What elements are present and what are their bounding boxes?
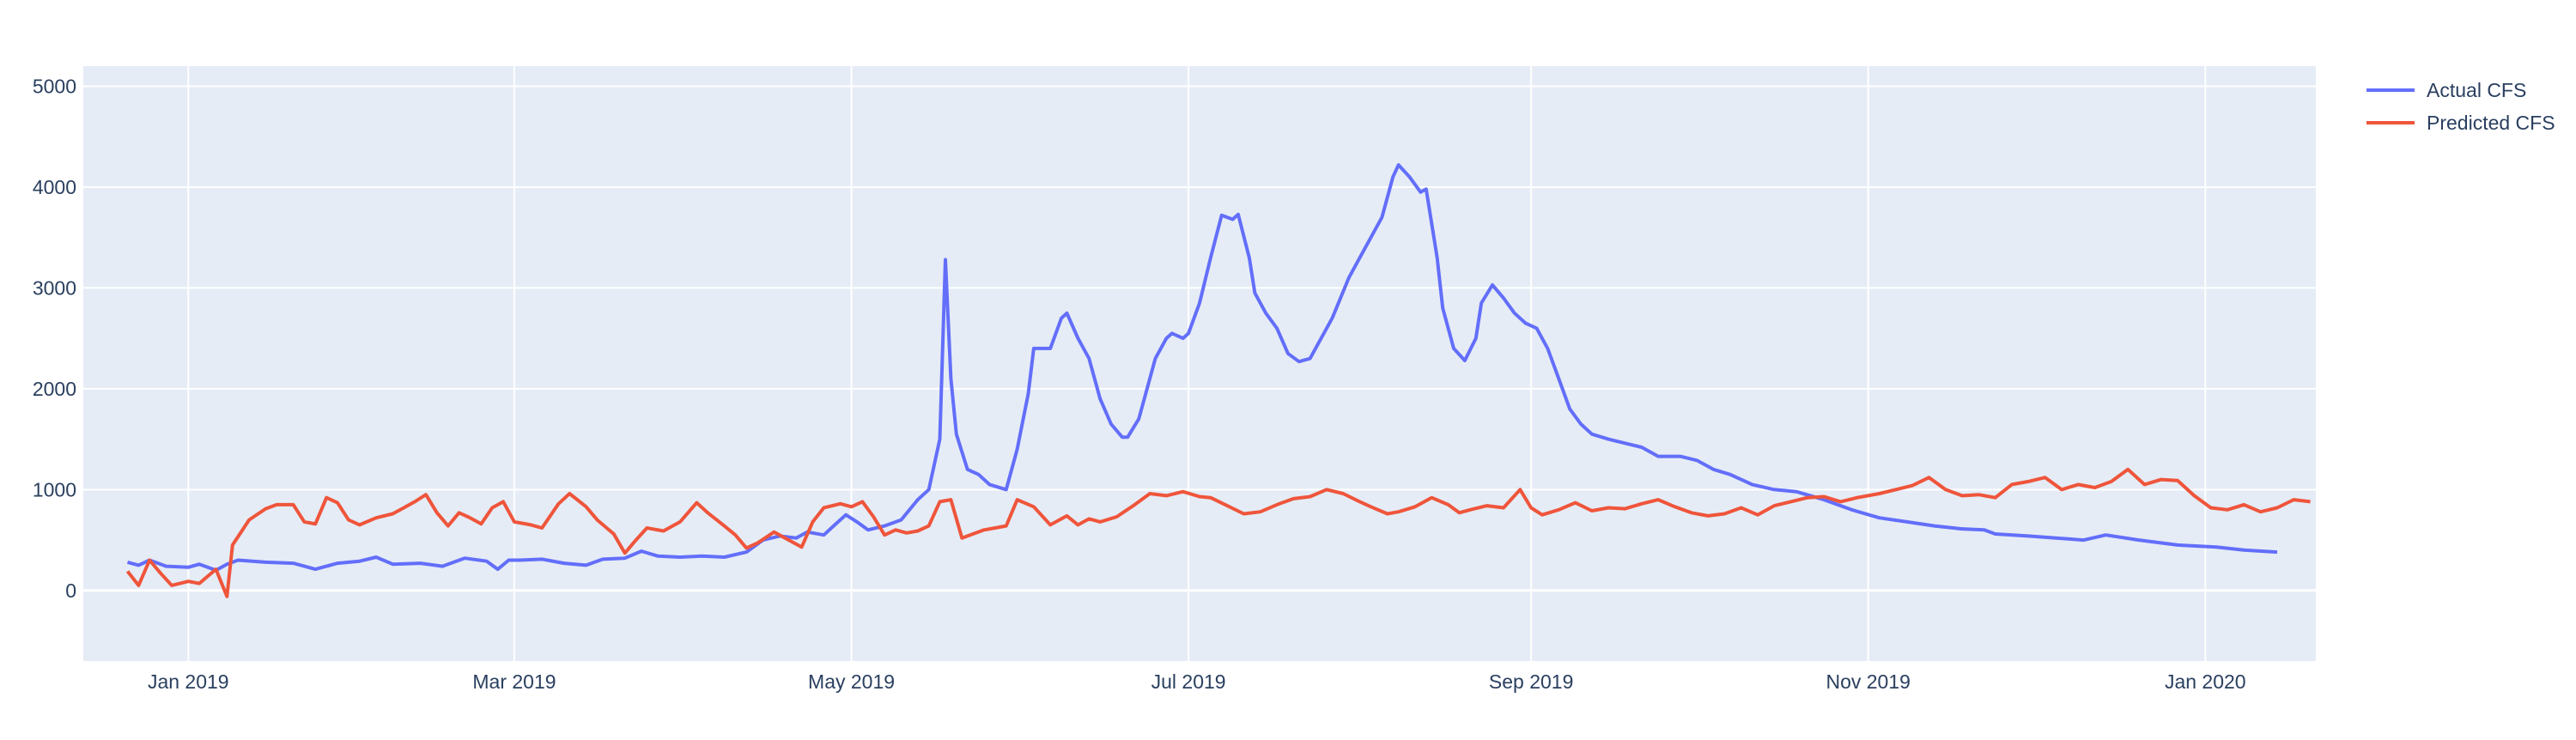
series-lines xyxy=(125,163,2311,598)
x-tick-label: Mar 2019 xyxy=(472,670,556,693)
x-tick-label: Nov 2019 xyxy=(1826,670,1910,693)
x-tick-label: Sep 2019 xyxy=(1489,670,1573,693)
series-line-actual-cfs xyxy=(126,163,2278,573)
y-tick-label: 2000 xyxy=(33,378,76,400)
x-tick-label: Jul 2019 xyxy=(1151,670,1226,693)
y-tick-label: 5000 xyxy=(33,75,76,97)
x-tick-label: Jan 2020 xyxy=(2165,670,2246,693)
y-axis-ticks: 0 1000 2000 3000 4000 5000 xyxy=(33,75,76,601)
x-axis-ticks: Jan 2019 Mar 2019 May 2019 Jul 2019 Sep 2019… xyxy=(148,670,2246,693)
y-tick-label: 0 xyxy=(65,579,76,602)
gridlines xyxy=(83,66,2316,661)
series-line-predicted-cfs xyxy=(125,467,2311,598)
x-tick-label: May 2019 xyxy=(808,670,895,693)
y-tick-label: 3000 xyxy=(33,276,76,299)
x-tick-label: Jan 2019 xyxy=(148,670,229,693)
y-tick-label: 1000 xyxy=(33,478,76,500)
legend-label: Actual CFS xyxy=(2427,79,2526,101)
legend-label: Predicted CFS xyxy=(2427,112,2555,134)
y-tick-label: 4000 xyxy=(33,176,76,198)
legend-item-predicted-cfs[interactable]: Predicted CFS xyxy=(2366,112,2555,134)
legend-item-actual-cfs[interactable]: Actual CFS xyxy=(2366,79,2526,101)
plot-background xyxy=(83,66,2316,661)
legend[interactable]: Actual CFS Predicted CFS xyxy=(2366,79,2555,134)
